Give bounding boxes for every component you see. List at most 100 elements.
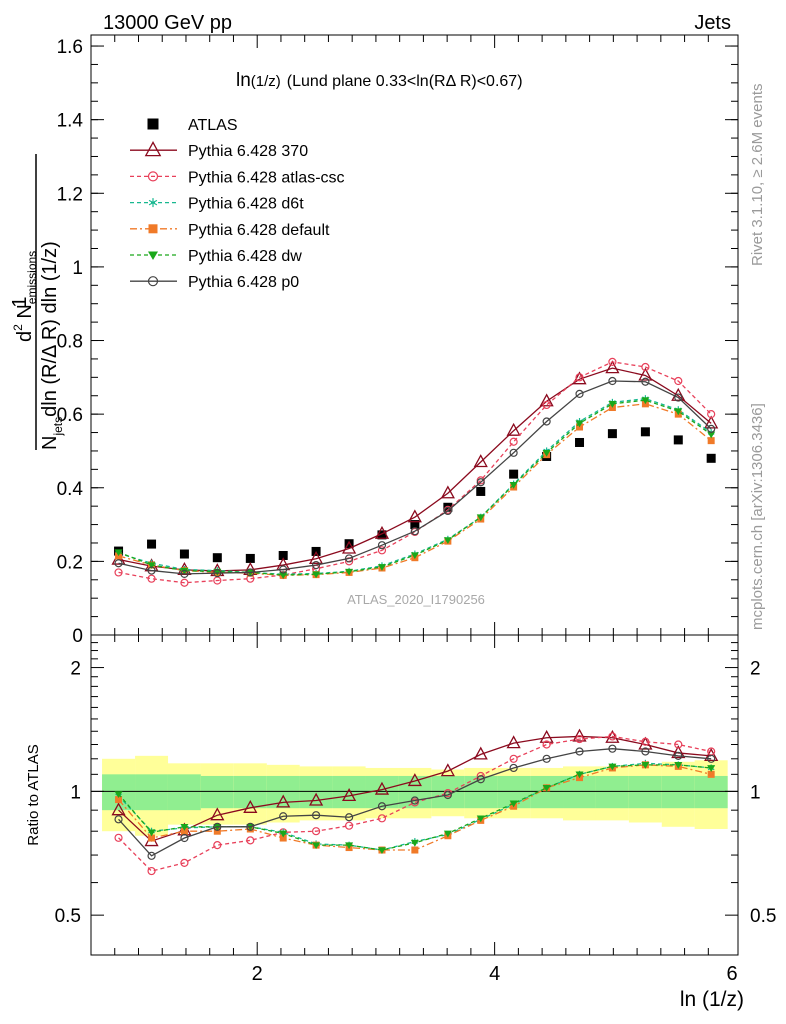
- legend-label-csc: Pythia 6.428 atlas-csc: [188, 169, 345, 186]
- ratio-point-p370: [572, 728, 587, 742]
- ratio-point-default: [707, 770, 715, 778]
- point-p0: [279, 565, 288, 574]
- legend-label-dw: Pythia 6.428 dw: [188, 248, 302, 265]
- x-tick-label: 2: [252, 963, 263, 985]
- ratio-point-dw: [410, 839, 419, 847]
- ratio-point-csc: [641, 737, 650, 746]
- ratio-point-csc: [542, 740, 551, 749]
- series-dw: [114, 397, 716, 579]
- ratio-point-p0: [344, 813, 354, 822]
- ratio-band-inner: [233, 775, 267, 809]
- x-tick-label: 6: [727, 963, 738, 985]
- point-p0: [213, 569, 222, 578]
- ratio-band-inner: [530, 775, 564, 809]
- ratio-point-csc: [180, 858, 189, 867]
- point-csc: [509, 437, 518, 446]
- main-ytick-label: 0.8: [57, 332, 83, 353]
- legend-label-p370: Pythia 6.428 370: [188, 143, 308, 160]
- point-atlas: [575, 437, 585, 447]
- legend-marker-p370: [144, 141, 162, 157]
- point-dw: [476, 514, 485, 522]
- legend-item-atlas: ATLAS: [147, 117, 238, 134]
- point-p0: [377, 541, 387, 550]
- point-dw: [147, 562, 156, 570]
- point-dw: [674, 408, 683, 416]
- point-atlas: [278, 550, 288, 560]
- point-p0: [410, 527, 419, 536]
- point-atlas: [410, 520, 420, 530]
- point-dw: [641, 397, 650, 405]
- ratio-band-inner: [299, 775, 333, 809]
- ratio-band-inner: [135, 774, 169, 811]
- point-p0: [311, 560, 321, 570]
- watermark: ATLAS_2020_I1790256: [347, 592, 485, 607]
- ratio-point-p370: [308, 792, 324, 806]
- point-atlas: [607, 429, 617, 439]
- ratio-point-dw: [575, 771, 584, 779]
- ylabel-njets: N: [39, 436, 61, 450]
- point-p0: [180, 569, 189, 578]
- point-csc: [575, 373, 584, 382]
- ratio-point-dw: [476, 815, 485, 823]
- series-line-d6t: [118, 398, 712, 575]
- point-csc: [542, 400, 551, 410]
- ratio-series-p370: [111, 728, 719, 847]
- ratio-band-inner: [200, 775, 234, 809]
- point-p0: [641, 377, 650, 386]
- ratio-point-p370: [341, 788, 357, 802]
- ratio-point-p370: [440, 763, 455, 777]
- ratio-band-inner: [628, 775, 662, 809]
- point-dw: [707, 431, 716, 439]
- ratio-point-dw: [147, 829, 156, 837]
- legend-label-atlas: ATLAS: [188, 117, 238, 134]
- ratio-ytick-label-right: 1: [750, 782, 761, 803]
- ratio-point-dw: [312, 842, 321, 850]
- point-dw: [180, 567, 189, 575]
- ratio-point-p0: [542, 754, 551, 763]
- point-atlas: [179, 549, 189, 559]
- point-csc: [641, 362, 650, 372]
- ratio-ytick-label-right: 2: [750, 659, 761, 680]
- main-ytick-label: 1.2: [57, 184, 83, 205]
- ratio-point-dw: [345, 842, 354, 850]
- ratio-point-p0: [443, 790, 452, 800]
- ratio-point-csc: [344, 821, 354, 830]
- ratio-point-csc: [147, 866, 156, 876]
- ratio-point-p0: [311, 811, 321, 820]
- plot-title-sub: (1/z): [251, 73, 281, 90]
- main-ytick-label: 1: [72, 258, 83, 279]
- ratio-point-csc: [575, 734, 584, 744]
- point-p370: [440, 485, 455, 499]
- ratio-point-p0: [575, 747, 584, 756]
- ratio-point-p370: [407, 773, 422, 787]
- ylabel-dln: dln (R/Δ R) dln (1/z): [39, 241, 61, 417]
- ratio-point-dw: [674, 762, 683, 769]
- ratio-point-csc: [674, 740, 683, 749]
- header-right: Jets: [694, 12, 731, 34]
- ratio-point-csc: [213, 841, 222, 850]
- point-p0: [114, 559, 123, 568]
- point-p0: [608, 376, 617, 386]
- ratio-point-dw: [542, 785, 551, 792]
- legend-marker-d6t: [148, 198, 158, 208]
- legend-label-default: Pythia 6.428 default: [188, 222, 330, 239]
- legend-item-default: Pythia 6.428 default: [130, 222, 330, 239]
- ratio-point-p370: [374, 781, 390, 795]
- point-p370: [638, 367, 653, 381]
- ratio-point-p0: [641, 747, 650, 756]
- series-p370: [111, 360, 719, 577]
- ylabel-numerator: d2 Nemissions: [11, 251, 39, 342]
- point-atlas: [509, 469, 519, 479]
- ratio-point-dw: [114, 791, 123, 799]
- point-p0: [707, 424, 716, 433]
- ratio-point-default: [180, 827, 188, 835]
- point-atlas: [706, 453, 716, 463]
- ratio-point-dw: [509, 800, 518, 808]
- rivet-note: Rivet 3.1.10, ≥ 2.6M events: [749, 84, 766, 267]
- point-atlas: [344, 539, 354, 549]
- series-atlas: [114, 427, 716, 563]
- point-csc: [147, 574, 156, 583]
- main-ytick-label: 1.6: [57, 37, 83, 58]
- point-atlas: [377, 530, 387, 540]
- ylabel-d: d: [14, 331, 36, 342]
